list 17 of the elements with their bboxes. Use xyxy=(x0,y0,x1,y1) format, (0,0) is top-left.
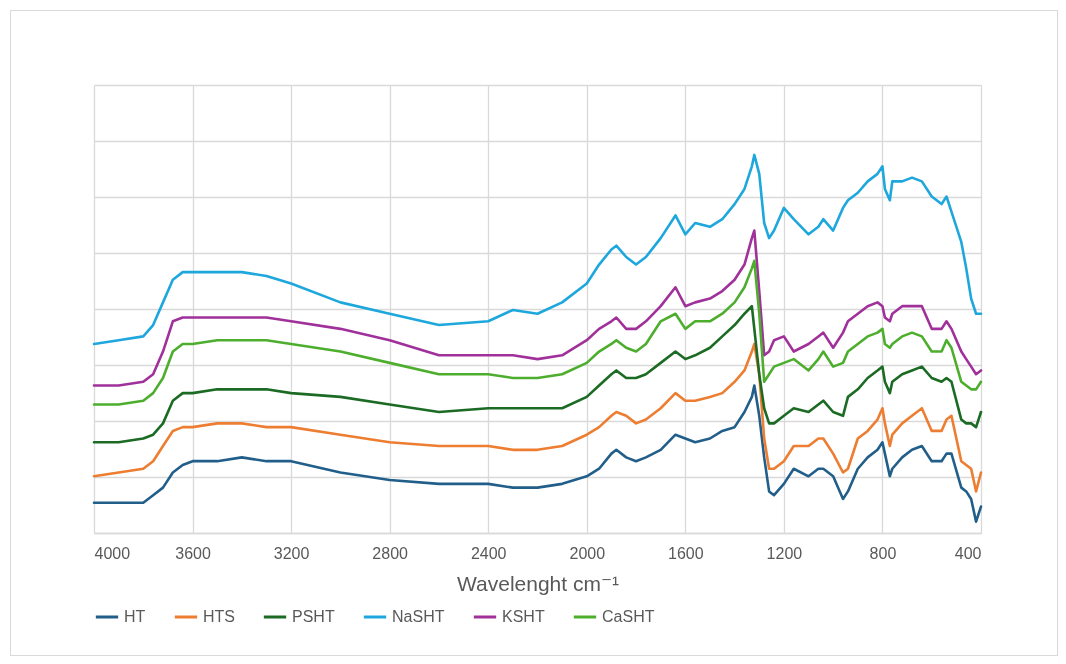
x-tick-label: 1200 xyxy=(766,544,803,562)
x-tick-label: 2400 xyxy=(470,544,507,562)
x-axis-title: Wavelenght cm⁻¹ xyxy=(456,571,620,595)
x-tick-label: 1600 xyxy=(668,544,704,562)
x-tick-label: 3600 xyxy=(175,544,211,562)
legend-label: NaSHT xyxy=(392,608,445,625)
x-tick-label: 4000 xyxy=(94,544,131,562)
legend-label: CaSHT xyxy=(602,608,655,625)
legend-label: HTS xyxy=(203,608,235,625)
x-tick-label: 2800 xyxy=(372,544,409,562)
x-tick-label: 400 xyxy=(954,544,982,562)
legend-label: KSHT xyxy=(502,608,545,625)
legend-label: HT xyxy=(124,608,146,625)
x-tick-label: 3200 xyxy=(273,544,310,562)
x-tick-label: 2000 xyxy=(569,544,606,562)
legend-label: PSHT xyxy=(292,608,335,625)
x-tick-label: 800 xyxy=(869,544,897,562)
